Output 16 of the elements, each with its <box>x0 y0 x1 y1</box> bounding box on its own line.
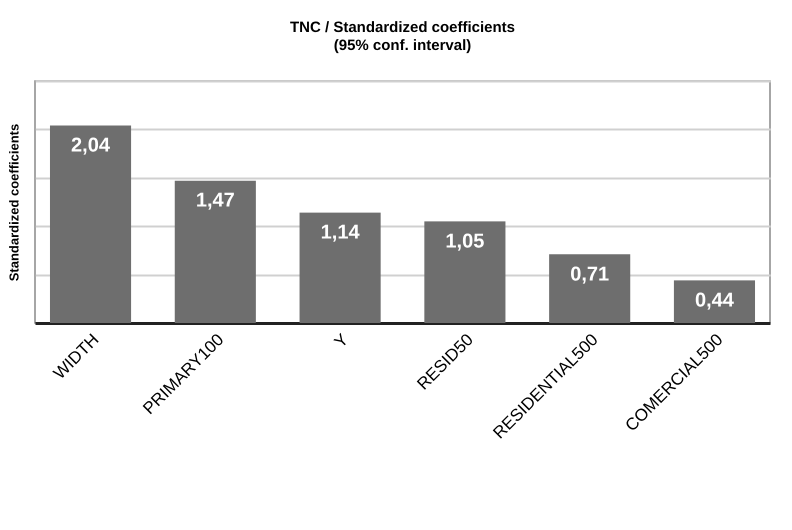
data-label: 1,05 <box>445 230 484 252</box>
data-label: 1,47 <box>196 190 235 212</box>
bar <box>674 280 756 323</box>
data-label: 0,44 <box>695 289 735 312</box>
bar <box>50 126 132 323</box>
bar <box>549 254 630 323</box>
data-label: 1,14 <box>320 222 360 244</box>
chart-title: TNC / Standardized coefficients <box>290 19 516 36</box>
bar <box>174 180 256 323</box>
data-label: 0,71 <box>570 263 610 286</box>
data-label: 2,04 <box>71 134 111 157</box>
x-tick-label: Y <box>330 330 352 352</box>
bar <box>424 221 506 323</box>
chart-subtitle: (95% conf. interval) <box>334 37 472 54</box>
y-axis-title: Standardized coefficients <box>6 124 22 282</box>
bar <box>300 212 381 323</box>
